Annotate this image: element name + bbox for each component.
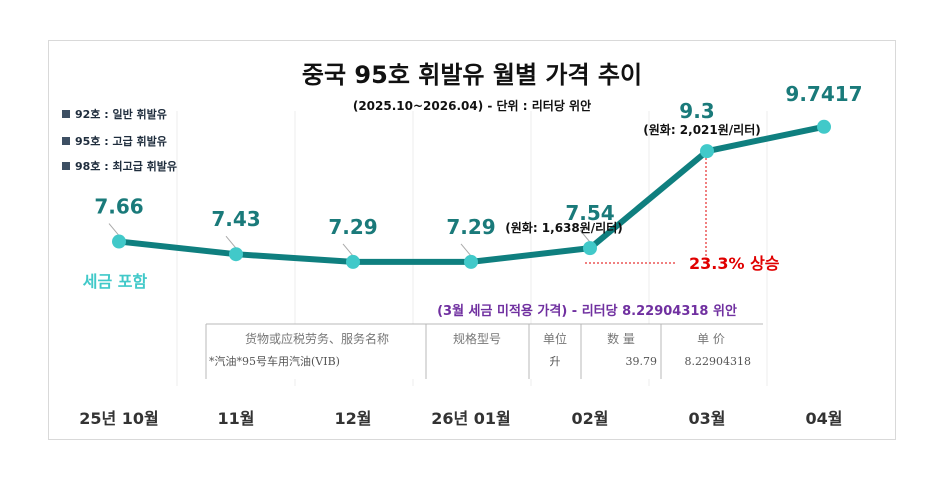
invoice-header-price: 单 价 (697, 332, 725, 346)
value-label: 9.3 (679, 99, 714, 123)
label-leader-line (460, 243, 472, 257)
value-label: 7.66 (94, 195, 143, 219)
price-line-chart: 중국 95호 휘발유 월별 가격 추이 (2025.10~2026.04) - … (62, 61, 863, 428)
legend-item-98: 98호 : 최고급 휘발유 (75, 159, 177, 173)
x-axis-label: 11월 (218, 409, 255, 428)
x-axis-label: 26년 01월 (431, 409, 511, 428)
label-leader-line (108, 223, 120, 236)
invoice-background (206, 324, 763, 379)
series-line-95 (116, 123, 827, 265)
value-label: 7.43 (211, 207, 260, 231)
label-leader-line (579, 229, 591, 243)
invoice-item-quantity: 39.79 (626, 355, 658, 368)
legend-item-95: 95호 : 고급 휘발유 (75, 134, 167, 148)
invoice-header-name: 货物或应税劳务、服务名称 (245, 331, 389, 346)
chart-frame: 중국 95호 휘발유 월별 가격 추이 (2025.10~2026.04) - … (48, 40, 896, 440)
data-markers (112, 119, 831, 269)
value-labels: 7.66 7.43 7.29 7.29 7.54 9.3 9.7417 (94, 82, 862, 239)
data-point (700, 144, 714, 159)
label-leader-line (342, 243, 354, 257)
x-axis-label: 04월 (806, 409, 843, 428)
legend-item-92: 92호 : 일반 휘발유 (75, 107, 167, 121)
data-point (112, 234, 126, 249)
invoice-header-quantity: 数 量 (607, 331, 635, 346)
label-leader-line (225, 235, 237, 249)
legend-marker (62, 137, 70, 145)
chart-title: 중국 95호 휘발유 월별 가격 추이 (302, 61, 642, 89)
x-axis-labels: 25년 10월 11월 12월 26년 01월 02월 03월 04월 (79, 409, 842, 428)
invoice-item-name: *汽油*95号车用汽油(VIB) (209, 354, 340, 368)
x-axis-label: 02월 (572, 409, 609, 428)
invoice-header-spec: 规格型号 (453, 331, 501, 346)
data-point (346, 254, 360, 269)
value-label: 7.54 (565, 201, 614, 225)
data-point (464, 254, 478, 269)
invoice-excerpt: 货物或应税劳务、服务名称 规格型号 单位 数 量 单 价 *汽油*95号车用汽油… (205, 323, 763, 379)
tax-included-label: 세금 포함 (83, 272, 148, 291)
march-pretax-note: (3월 세금 미적용 가격) - 리터당 8.22904318 위안 (437, 303, 737, 319)
invoice-header-unit: 单位 (543, 331, 567, 346)
data-point (229, 247, 243, 262)
grid-lines (176, 111, 768, 386)
mar-krw-label: (원화: 2,021원/리터) (643, 122, 761, 137)
value-label: 9.7417 (785, 82, 862, 106)
x-axis-label: 25년 10월 (79, 409, 159, 428)
feb-krw-label: (원화: 1,638원/리터) (505, 220, 623, 235)
invoice-item-unit: 升 (550, 355, 561, 368)
legend: 92호 : 일반 휘발유 95호 : 고급 휘발유 98호 : 최고급 휘발유 (62, 107, 177, 173)
chart-subtitle: (2025.10~2026.04) - 단위 : 리터당 위안 (353, 98, 591, 113)
data-point (583, 241, 597, 256)
legend-marker (62, 110, 70, 118)
invoice-item-price: 8.22904318 (685, 355, 751, 368)
value-label: 7.29 (446, 215, 495, 239)
x-axis-label: 03월 (689, 409, 726, 428)
rise-percent-label: 23.3% 상승 (689, 254, 780, 273)
label-leaders (108, 223, 591, 257)
value-label: 7.29 (328, 215, 377, 239)
x-axis-label: 12월 (335, 409, 372, 428)
legend-marker (62, 162, 70, 170)
data-point (817, 119, 831, 134)
